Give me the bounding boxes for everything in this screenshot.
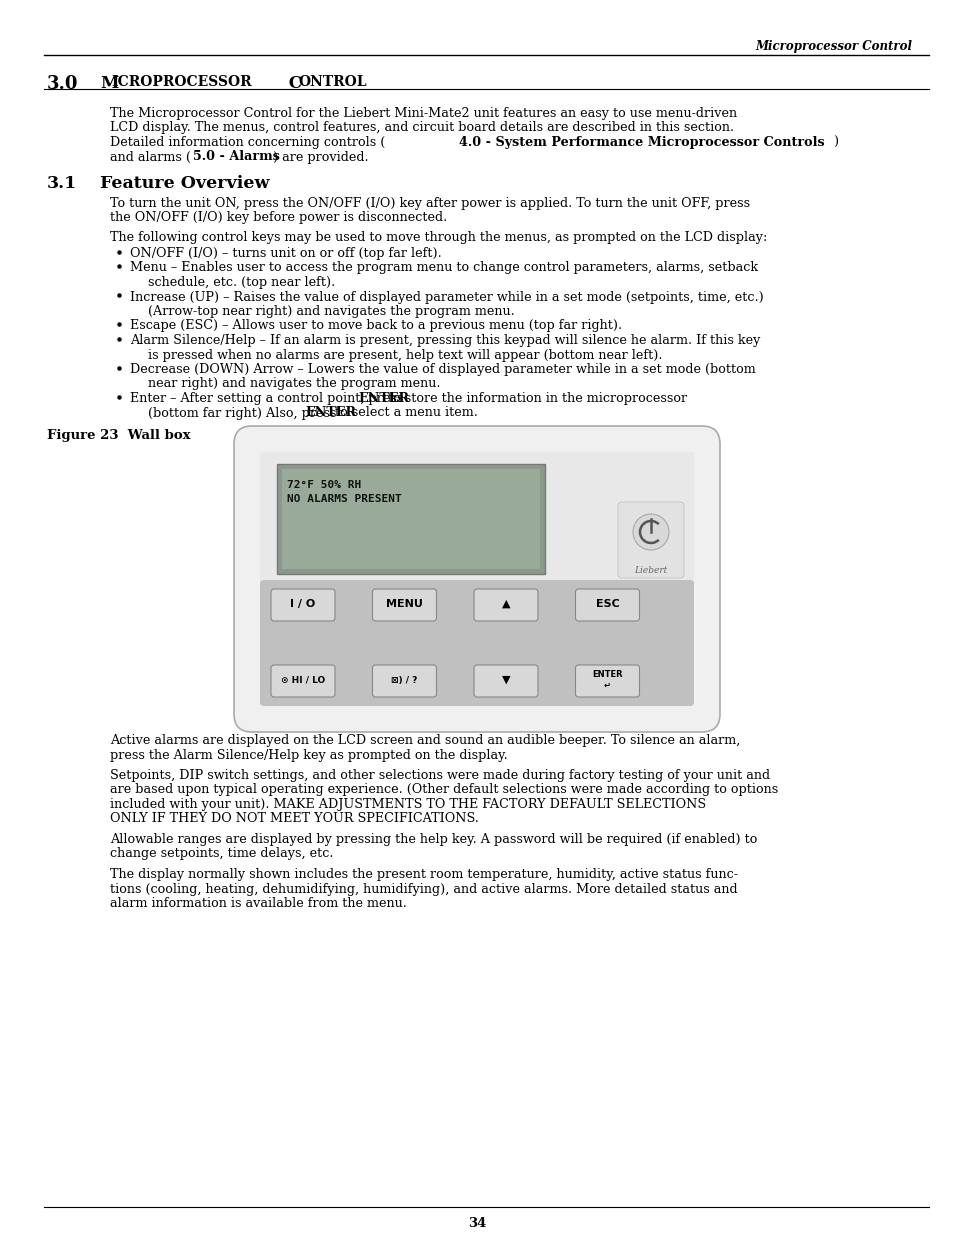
Text: Setpoints, DIP switch settings, and other selections were made during factory te: Setpoints, DIP switch settings, and othe… <box>110 769 769 782</box>
Text: tions (cooling, heating, dehumidifying, humidifying), and active alarms. More de: tions (cooling, heating, dehumidifying, … <box>110 883 737 895</box>
FancyBboxPatch shape <box>618 501 683 578</box>
Circle shape <box>633 514 668 550</box>
FancyBboxPatch shape <box>474 664 537 697</box>
Text: Liebert: Liebert <box>634 566 667 576</box>
Text: ONTROL: ONTROL <box>297 75 366 89</box>
Text: ENTER: ENTER <box>358 391 409 405</box>
Text: included with your unit). MAKE ADJUSTMENTS TO THE FACTORY DEFAULT SELECTIONS: included with your unit). MAKE ADJUSTMEN… <box>110 798 705 811</box>
Text: to store the information in the microprocessor: to store the information in the micropro… <box>384 391 686 405</box>
Text: are based upon typical operating experience. (Other default selections were made: are based upon typical operating experie… <box>110 783 778 797</box>
Text: ENTER: ENTER <box>305 406 356 420</box>
FancyBboxPatch shape <box>372 664 436 697</box>
Text: Microprocessor Control: Microprocessor Control <box>754 40 911 53</box>
Text: ) are provided.: ) are provided. <box>273 151 368 163</box>
Text: 3.0: 3.0 <box>47 75 78 93</box>
Text: C: C <box>283 75 302 91</box>
FancyBboxPatch shape <box>474 589 537 621</box>
Text: ESC: ESC <box>595 599 618 609</box>
Text: Increase (UP) – Raises the value of displayed parameter while in a set mode (set: Increase (UP) – Raises the value of disp… <box>130 290 763 304</box>
FancyBboxPatch shape <box>271 664 335 697</box>
Text: Active alarms are displayed on the LCD screen and sound an audible beeper. To si: Active alarms are displayed on the LCD s… <box>110 734 740 747</box>
Text: Allowable ranges are displayed by pressing the help key. A password will be requ: Allowable ranges are displayed by pressi… <box>110 832 757 846</box>
Text: Enter – After setting a control point, press: Enter – After setting a control point, p… <box>130 391 407 405</box>
Text: to select a menu item.: to select a menu item. <box>331 406 477 420</box>
Text: and alarms (: and alarms ( <box>110 151 191 163</box>
Text: NO ALARMS PRESENT: NO ALARMS PRESENT <box>287 494 401 504</box>
Text: MENU: MENU <box>386 599 422 609</box>
Text: The Microprocessor Control for the Liebert Mini-Mate2 unit features an easy to u: The Microprocessor Control for the Liebe… <box>110 107 737 120</box>
Text: ▼: ▼ <box>501 676 510 685</box>
FancyBboxPatch shape <box>575 589 639 621</box>
Text: (bottom far right) Also, press: (bottom far right) Also, press <box>148 406 340 420</box>
FancyBboxPatch shape <box>233 426 720 732</box>
Text: ⊙ HI / LO: ⊙ HI / LO <box>280 676 325 684</box>
Text: near right) and navigates the program menu.: near right) and navigates the program me… <box>148 378 440 390</box>
FancyBboxPatch shape <box>575 664 639 697</box>
Text: M: M <box>100 75 118 91</box>
Text: (Arrow-top near right) and navigates the program menu.: (Arrow-top near right) and navigates the… <box>148 305 515 317</box>
Text: ON/OFF (I/O) – turns unit on or off (top far left).: ON/OFF (I/O) – turns unit on or off (top… <box>130 247 441 261</box>
Text: press the Alarm Silence/Help key as prompted on the display.: press the Alarm Silence/Help key as prom… <box>110 748 507 762</box>
Text: Menu – Enables user to access the program menu to change control parameters, ala: Menu – Enables user to access the progra… <box>130 262 758 274</box>
FancyBboxPatch shape <box>260 580 693 706</box>
Text: the ON/OFF (I/O) key before power is disconnected.: the ON/OFF (I/O) key before power is dis… <box>110 211 447 224</box>
Text: ): ) <box>832 136 838 149</box>
Text: ICROPROCESSOR: ICROPROCESSOR <box>111 75 252 89</box>
Text: Feature Overview: Feature Overview <box>100 174 269 191</box>
Text: Alarm Silence/Help – If an alarm is present, pressing this keypad will silence h: Alarm Silence/Help – If an alarm is pres… <box>130 333 760 347</box>
Text: schedule, etc. (top near left).: schedule, etc. (top near left). <box>148 275 335 289</box>
FancyBboxPatch shape <box>260 452 693 588</box>
Text: The following control keys may be used to move through the menus, as prompted on: The following control keys may be used t… <box>110 231 766 243</box>
Text: 34: 34 <box>467 1216 486 1230</box>
Text: 5.0 - Alarms: 5.0 - Alarms <box>193 151 279 163</box>
Text: alarm information is available from the menu.: alarm information is available from the … <box>110 897 406 910</box>
Text: ONLY IF THEY DO NOT MEET YOUR SPECIFICATIONS.: ONLY IF THEY DO NOT MEET YOUR SPECIFICAT… <box>110 813 478 825</box>
FancyBboxPatch shape <box>282 469 539 569</box>
Text: ⊠) / ?: ⊠) / ? <box>391 676 417 684</box>
Text: To turn the unit ON, press the ON/OFF (I/O) key after power is applied. To turn : To turn the unit ON, press the ON/OFF (I… <box>110 196 749 210</box>
FancyBboxPatch shape <box>276 464 544 574</box>
Text: 4.0 - System Performance Microprocessor Controls: 4.0 - System Performance Microprocessor … <box>458 136 823 149</box>
FancyBboxPatch shape <box>372 589 436 621</box>
Text: 3.1: 3.1 <box>47 174 77 191</box>
Text: ENTER
↵: ENTER ↵ <box>592 671 622 689</box>
Text: Detailed information concerning controls (: Detailed information concerning controls… <box>110 136 385 149</box>
Text: Figure 23  Wall box: Figure 23 Wall box <box>47 429 191 442</box>
Text: Decrease (DOWN) Arrow – Lowers the value of displayed parameter while in a set m: Decrease (DOWN) Arrow – Lowers the value… <box>130 363 755 375</box>
Text: LCD display. The menus, control features, and circuit board details are describe: LCD display. The menus, control features… <box>110 121 734 135</box>
Text: change setpoints, time delays, etc.: change setpoints, time delays, etc. <box>110 847 334 861</box>
Text: ▲: ▲ <box>501 599 510 609</box>
Text: 72°F 50% RH: 72°F 50% RH <box>287 480 361 490</box>
Text: Escape (ESC) – Allows user to move back to a previous menu (top far right).: Escape (ESC) – Allows user to move back … <box>130 320 621 332</box>
Text: The display normally shown includes the present room temperature, humidity, acti: The display normally shown includes the … <box>110 868 738 881</box>
FancyBboxPatch shape <box>271 589 335 621</box>
Text: I / O: I / O <box>290 599 315 609</box>
Text: is pressed when no alarms are present, help text will appear (bottom near left).: is pressed when no alarms are present, h… <box>148 348 661 362</box>
